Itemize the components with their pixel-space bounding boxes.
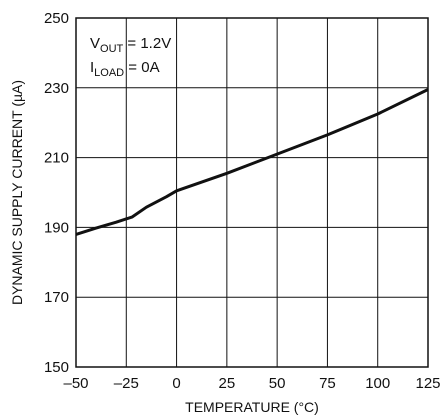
series-line	[75, 88, 429, 236]
x-tick-labels: –50 –25 0 25 50 75 100 125	[63, 375, 440, 392]
y-tick-label: 210	[44, 150, 69, 167]
annotation-line: ILOAD = 0A	[90, 59, 160, 79]
y-tick-labels: 150 170 190 210 230 250	[44, 10, 69, 376]
y-tick-label: 250	[44, 10, 69, 27]
y-tick-label: 170	[44, 289, 69, 306]
y-tick-label: 190	[44, 219, 69, 236]
x-tick-label: –25	[114, 375, 139, 392]
x-tick-label: –50	[63, 375, 88, 392]
x-tick-label: 50	[269, 375, 286, 392]
x-tick-label: 0	[172, 375, 180, 392]
plot-frame	[75, 17, 429, 368]
y-tick-label: 230	[44, 80, 69, 97]
x-axis-label: TEMPERATURE (°C)	[185, 399, 319, 415]
x-tick-label: 125	[415, 375, 440, 392]
x-tick-label: 25	[219, 375, 236, 392]
annotation-box: VOUT = 1.2V ILOAD = 0A	[90, 35, 171, 79]
x-tick-label: 100	[365, 375, 390, 392]
x-tick-label: 75	[319, 375, 336, 392]
y-tick-label: 150	[44, 359, 69, 376]
grid-lines	[76, 18, 428, 367]
y-axis-label: DYNAMIC SUPPLY CURRENT (µA)	[9, 80, 25, 305]
annotation-line: VOUT = 1.2V	[90, 35, 171, 55]
